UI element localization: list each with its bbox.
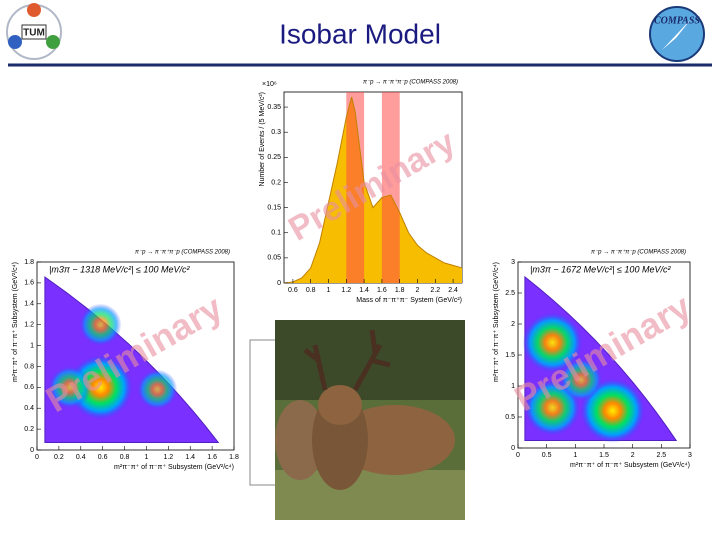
y-tick-label: 1.8 xyxy=(24,259,34,266)
x-tick-label: 2.2 xyxy=(430,287,440,294)
chart-title: π⁻p → π⁻π⁺π⁻p (COMPASS 2008) xyxy=(135,249,230,256)
y-tick-label: 0 xyxy=(30,447,34,454)
density-peak xyxy=(580,378,645,443)
area-line xyxy=(283,96,463,284)
y-tick-label: 0.4 xyxy=(24,405,34,412)
x-tick-label: 2 xyxy=(416,287,420,294)
density-peak xyxy=(48,366,91,409)
chart: ×10⁶ 0.6 0.8 1 1.2 1.4 1.6 1.8 2 2.2 2.4 0 0.05 0.1 0.… xyxy=(259,79,463,304)
y-tick-label: 0.6 xyxy=(24,384,34,391)
x-tick-label: 1.8 xyxy=(229,454,239,461)
x-tick-label: 1 xyxy=(144,454,148,461)
y-tick-label: 2 xyxy=(511,321,515,328)
y-axis-label: Number of Events / (5 MeV/c²) xyxy=(259,92,266,187)
density-peak xyxy=(522,312,583,373)
logo-text: COMPASS xyxy=(654,15,700,26)
x-tick-label: 0.5 xyxy=(542,452,552,459)
area-fill xyxy=(284,97,462,284)
cut-label: |m3π − 1318 MeV/c²| ≤ 100 MeV/c² xyxy=(49,264,190,274)
x-tick-label: 1 xyxy=(573,452,577,459)
x-tick-label: 2.4 xyxy=(448,287,458,294)
x-axis-label: Mass of π⁻π⁺π⁻ System (GeV/c²) xyxy=(356,297,462,304)
x-tick-label: 1 xyxy=(327,287,331,294)
y-tick-label: 1.4 xyxy=(24,301,34,308)
logo-left: TUM xyxy=(6,3,62,60)
x-tick-label: 0.8 xyxy=(120,454,130,461)
y-tick-label: 1 xyxy=(511,383,515,390)
x-tick-label: 1.6 xyxy=(377,287,387,294)
x-tick-label: 0 xyxy=(35,454,39,461)
slide-title: Isobar Model xyxy=(279,18,441,49)
y-tick-label: 1.6 xyxy=(24,280,34,287)
logo-right: COMPASS xyxy=(649,6,705,62)
y-tick-label: 0.15 xyxy=(267,204,281,211)
chart-title: π⁻p → π⁻π⁺π⁻p (COMPASS 2008) xyxy=(591,249,686,256)
y-tick-label: 3 xyxy=(511,259,515,266)
y-tick-label: 0.25 xyxy=(267,154,281,161)
logo-text: TUM xyxy=(23,28,45,39)
x-tick-label: 3 xyxy=(688,452,692,459)
chart-title: π⁻p → π⁻π⁺π⁻p (COMPASS 2008) xyxy=(363,79,458,86)
highlight-band xyxy=(381,92,400,283)
x-tick-label: 1.2 xyxy=(341,287,351,294)
density-peak xyxy=(79,303,122,346)
x-tick-label: 2 xyxy=(631,452,635,459)
x-tick-label: 0 xyxy=(516,452,520,459)
chart: |m3π − 1318 MeV/c²| ≤ 100 MeV/c² 0 0.2 0.4 0… xyxy=(12,249,239,471)
x-tick-label: 1.8 xyxy=(395,287,405,294)
y-tick-label: 0 xyxy=(511,445,515,452)
y-axis-label: m²π⁻π⁺ of π⁻π⁺ Subsystem (GeV²/c⁴) xyxy=(12,262,19,382)
x-tick-label: 1.2 xyxy=(163,454,173,461)
y-tick-label: 0.5 xyxy=(505,414,515,421)
y-tick-label: 0.1 xyxy=(271,230,281,237)
y-tick-label: 0.05 xyxy=(267,255,281,262)
density-peak xyxy=(560,358,603,401)
y-tick-label: 0.3 xyxy=(271,129,281,136)
multiplier: ×10⁶ xyxy=(262,81,277,88)
x-tick-label: 1.5 xyxy=(599,452,609,459)
cut-label: |m3π − 1672 MeV/c²| ≤ 100 MeV/c² xyxy=(530,264,671,274)
x-tick-label: 0.4 xyxy=(76,454,86,461)
x-tick-label: 0.2 xyxy=(54,454,64,461)
y-tick-label: 0 xyxy=(277,280,281,287)
x-axis-label: m²π⁻π⁺ of π⁻π⁺ Subsystem (GeV²/c⁴) xyxy=(570,462,690,469)
chart: |m3π − 1672 MeV/c²| ≤ 100 MeV/c² 0 0.5 1 1.5… xyxy=(493,249,698,469)
density-peak xyxy=(137,369,178,410)
x-tick-label: 1.4 xyxy=(359,287,369,294)
x-axis-label: m²π⁻π⁺ of π⁻π⁺ Subsystem (GeV²/c⁴) xyxy=(114,464,234,471)
y-tick-label: 1.2 xyxy=(24,322,34,329)
y-tick-label: 0.8 xyxy=(24,363,34,370)
y-tick-label: 0.35 xyxy=(267,104,281,111)
x-tick-label: 0.6 xyxy=(288,287,298,294)
x-tick-label: 0.6 xyxy=(98,454,108,461)
highlight-band xyxy=(346,92,365,283)
y-tick-label: 1 xyxy=(30,342,34,349)
x-tick-label: 1.6 xyxy=(207,454,217,461)
y-tick-label: 1.5 xyxy=(505,352,515,359)
x-tick-label: 2.5 xyxy=(656,452,666,459)
photo xyxy=(249,320,465,520)
y-tick-label: 2.5 xyxy=(505,290,515,297)
x-tick-label: 1.4 xyxy=(185,454,195,461)
y-axis-label: m²π⁻π⁺ of π⁻π⁺ Subsystem (GeV²/c⁴) xyxy=(493,262,500,382)
y-tick-label: 0.2 xyxy=(271,179,281,186)
density-peak xyxy=(68,355,133,420)
y-tick-label: 0.2 xyxy=(24,426,34,433)
x-tick-label: 0.8 xyxy=(306,287,316,294)
